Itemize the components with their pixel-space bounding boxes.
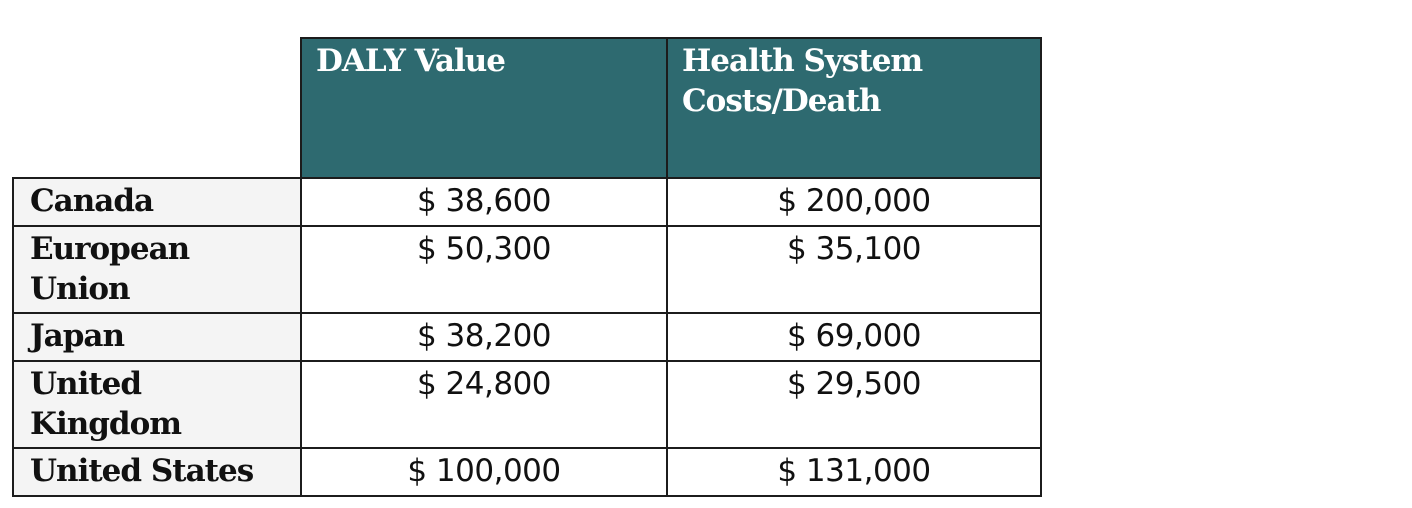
daly-value-cell: $ 38,200: [301, 313, 667, 361]
country-cell: United Kingdom: [13, 361, 301, 448]
daly-value-cell: $ 50,300: [301, 226, 667, 313]
cost-table-container: DALY Value Health System Costs/Death Can…: [12, 37, 1042, 497]
cost-per-death-cell: $ 200,000: [667, 178, 1041, 226]
daly-value-cell: $ 24,800: [301, 361, 667, 448]
country-cell: Japan: [13, 313, 301, 361]
header-row: DALY Value Health System Costs/Death: [13, 38, 1041, 178]
cost-per-death-cell: $ 69,000: [667, 313, 1041, 361]
cost-per-death-cell: $ 131,000: [667, 448, 1041, 496]
daly-value-cell: $ 38,600: [301, 178, 667, 226]
cost-per-death-cell: $ 29,500: [667, 361, 1041, 448]
header-health-system-costs: Health System Costs/Death: [667, 38, 1041, 178]
country-cell: Canada: [13, 178, 301, 226]
cost-per-death-cell: $ 35,100: [667, 226, 1041, 313]
table-row: Japan $ 38,200 $ 69,000: [13, 313, 1041, 361]
table-row: United States $ 100,000 $ 131,000: [13, 448, 1041, 496]
table-row: Canada $ 38,600 $ 200,000: [13, 178, 1041, 226]
cost-table: DALY Value Health System Costs/Death Can…: [12, 37, 1042, 497]
country-cell: United States: [13, 448, 301, 496]
empty-corner-cell: [13, 38, 301, 178]
header-daly-value: DALY Value: [301, 38, 667, 178]
table-row: European Union $ 50,300 $ 35,100: [13, 226, 1041, 313]
country-cell: European Union: [13, 226, 301, 313]
table-row: United Kingdom $ 24,800 $ 29,500: [13, 361, 1041, 448]
daly-value-cell: $ 100,000: [301, 448, 667, 496]
